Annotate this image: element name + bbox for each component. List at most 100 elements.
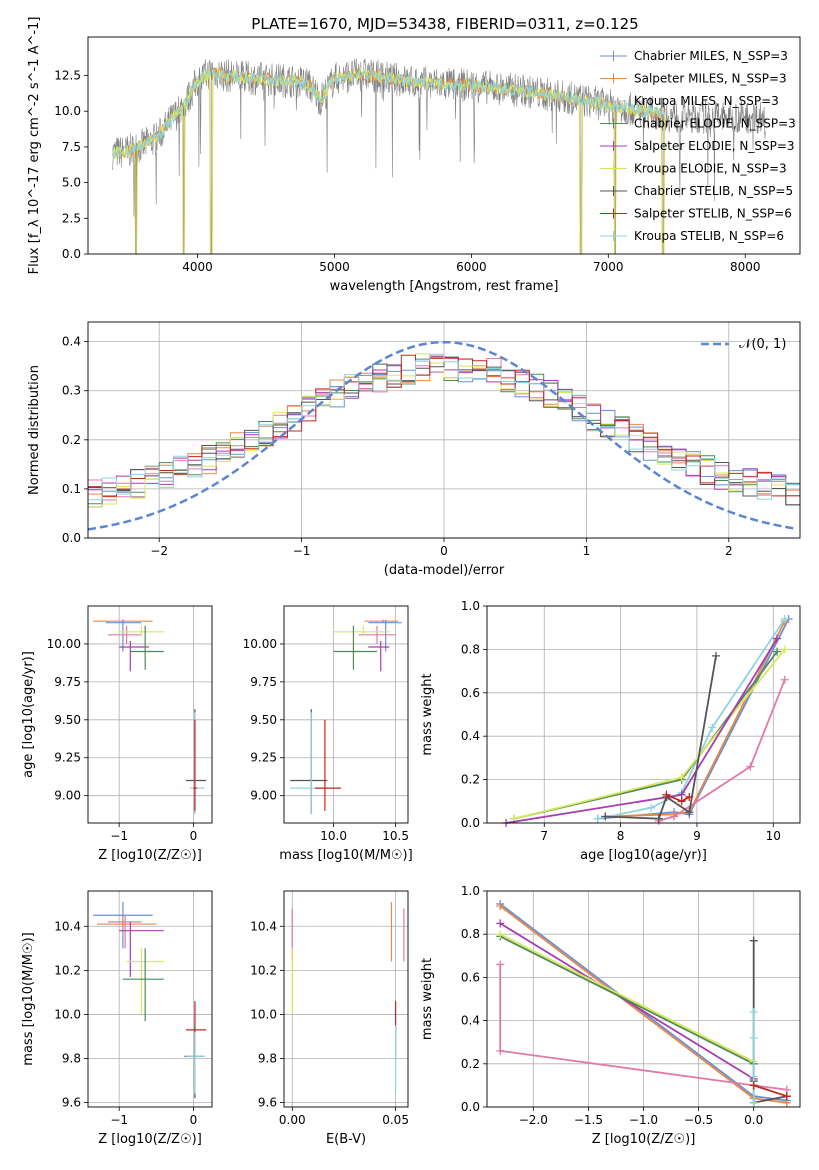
y-tick-label: 9.00	[250, 789, 277, 803]
y-tick-label: 10.00	[47, 637, 81, 651]
error-bar-point	[333, 625, 377, 670]
mass-weight-marker	[782, 1092, 791, 1101]
mass-weight-marker	[496, 919, 505, 928]
x-tick-label: 6000	[456, 260, 487, 274]
y-tick-label: 0.6	[461, 970, 480, 984]
mass-weight-marker	[685, 808, 694, 817]
legend-entry: Salpeter ELODIE, N_SSP=3	[634, 139, 795, 153]
y-axis-label: mass weight	[420, 958, 435, 1040]
error-bar-point	[193, 719, 198, 811]
mass-weight-marker	[708, 723, 717, 732]
panel-mass_weight_vs_age: 7 8 9 10 0.0 0.2 0.4 0.6 0.8 1.0 age [log10(age/yr…	[420, 599, 801, 863]
histogram-series	[88, 353, 800, 501]
x-axis-label: wavelength [Angstrom, rest frame]	[330, 279, 559, 294]
y-tick-label: 9.8	[258, 1052, 277, 1066]
panel-spectrum: 4000 5000 6000 7000 8000 0.0 2.5 5.0 7.5 10.0 12.5…	[27, 17, 801, 294]
y-axis-label: mass [log10(M/M☉)]	[21, 932, 36, 1065]
x-tick-label: 7	[540, 829, 548, 843]
mass-weight-series	[605, 620, 786, 818]
y-tick-label: 9.25	[250, 751, 277, 765]
mass-weight-marker	[749, 1007, 758, 1016]
mass-weight-marker	[746, 762, 755, 771]
error-bar-point	[122, 948, 164, 1022]
y-tick-label: 10.0	[54, 1007, 81, 1021]
y-tick-label: 0.4	[461, 729, 480, 743]
error-bar-point	[119, 921, 164, 977]
mass-weight-marker	[496, 960, 505, 969]
y-tick-label: 10.2	[250, 963, 277, 977]
axes-frame	[87, 890, 213, 1108]
mass-weight-marker	[496, 902, 505, 911]
mass-weight-series	[499, 922, 755, 1080]
mass-weight-marker	[654, 814, 663, 823]
error-bar-point	[315, 719, 342, 811]
y-tick-label: 9.50	[250, 713, 277, 727]
mass-weight-marker	[496, 1046, 505, 1055]
gaussian-curve	[88, 340, 798, 531]
axes-frame	[486, 605, 801, 824]
mass-weight-series	[753, 1084, 788, 1098]
y-tick-label: 1.0	[461, 884, 480, 898]
error-bar-point	[108, 915, 142, 949]
gaussian-legend-label: 𝒩(0, 1)	[739, 337, 786, 352]
x-tick-label: −1	[293, 544, 311, 558]
y-tick-label: 10.2	[54, 963, 81, 977]
x-tick-label: 10.0	[320, 829, 347, 843]
axes-frame	[87, 605, 213, 824]
legend-entry: Salpeter STELIB, N_SSP=6	[634, 207, 792, 221]
y-tick-label: 7.5	[62, 140, 81, 154]
mass-weight-marker	[662, 790, 671, 799]
panel-residuals: −2 −1 0 1 2 0.0 0.1 0.2 0.3 0.4 (data-model)/error…	[27, 321, 801, 578]
error-bar-point	[368, 640, 390, 672]
mass-weight-series	[505, 638, 778, 824]
y-axis-label: age [log10(age/yr)]	[21, 651, 36, 778]
error-bar-point	[358, 625, 396, 644]
plot-area	[496, 899, 791, 1107]
model-spectrum-line	[112, 67, 666, 159]
error-bar-point	[108, 625, 142, 644]
y-tick-label: 9.6	[62, 1096, 81, 1110]
y-tick-label: 1.0	[461, 599, 480, 613]
y-tick-label: 0.4	[62, 335, 81, 349]
mass-weight-series	[658, 679, 786, 822]
x-axis-label: Z [log10(Z/Z☉)]	[98, 1132, 202, 1147]
mass-weight-marker	[780, 675, 789, 684]
axes-frame	[283, 605, 409, 824]
x-tick-label: 8	[617, 829, 625, 843]
mass-weight-series	[499, 933, 755, 1063]
error-bar-point	[333, 625, 390, 637]
plot-area	[93, 902, 207, 1099]
grid	[88, 606, 212, 823]
x-tick-label: 8000	[730, 260, 761, 274]
plot-area	[502, 615, 793, 827]
legend-entry: Kroupa MILES, N_SSP=3	[634, 94, 779, 108]
error-bar-point	[96, 917, 157, 931]
grid	[487, 605, 800, 824]
x-axis-label: mass [log10(M/M☉)]	[279, 848, 412, 863]
mass-weight-series	[597, 618, 786, 820]
legend-entry: Kroupa ELODIE, N_SSP=3	[634, 162, 787, 176]
legend-entry: Salpeter MILES, N_SSP=3	[634, 72, 787, 86]
axes-frame	[283, 890, 409, 1108]
mass-weight-marker	[773, 647, 782, 656]
mass-weight-marker	[780, 615, 789, 624]
mass-weight-marker	[647, 803, 656, 812]
x-tick-label: 0	[190, 1113, 198, 1127]
x-tick-label: 10.5	[382, 829, 409, 843]
y-tick-label: 9.75	[54, 675, 81, 689]
plot-area	[93, 619, 207, 814]
legend-entry: Chabrier STELIB, N_SSP=5	[634, 184, 793, 198]
error-bar-point	[186, 1032, 205, 1094]
mass-weight-marker	[712, 651, 721, 660]
x-tick-label: −2	[150, 544, 168, 558]
mass-weight-series	[752, 940, 787, 1104]
x-tick-label: 5000	[319, 260, 350, 274]
y-tick-label: 0.0	[62, 531, 81, 545]
legend-entry: Chabrier ELODIE, N_SSP=3	[634, 117, 796, 131]
plot-area	[291, 902, 405, 1094]
x-tick-label: 0.00	[279, 1113, 306, 1127]
legend-entry: Kroupa STELIB, N_SSP=6	[634, 229, 784, 243]
x-tick-label: 7000	[593, 260, 624, 274]
y-axis-label: mass weight	[420, 673, 435, 755]
